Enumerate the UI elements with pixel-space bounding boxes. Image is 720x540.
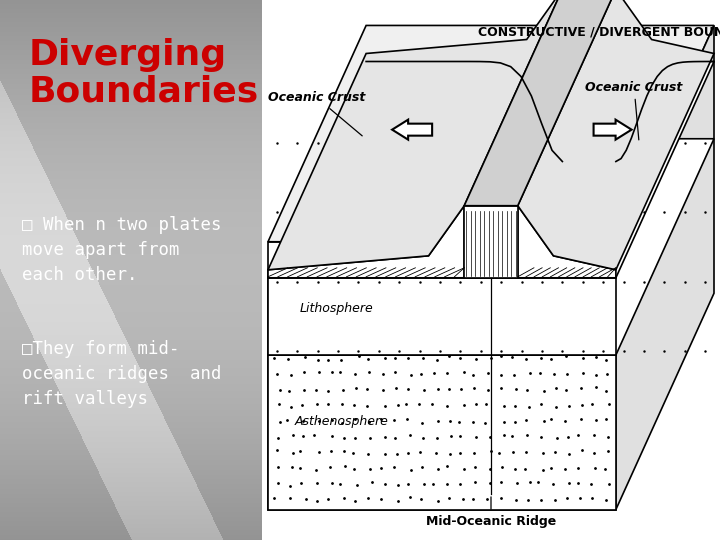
Text: Lithosphere: Lithosphere	[300, 302, 373, 315]
Text: Diverging
Boundaries: Diverging Boundaries	[29, 38, 259, 109]
Polygon shape	[268, 0, 562, 270]
Text: Asthenosphere: Asthenosphere	[294, 415, 389, 429]
Polygon shape	[268, 355, 616, 510]
Text: Oceanic Crust: Oceanic Crust	[268, 91, 365, 136]
Text: □ When n two plates
move apart from
each other.: □ When n two plates move apart from each…	[22, 216, 221, 284]
Polygon shape	[268, 25, 714, 242]
Text: Oceanic Crust: Oceanic Crust	[585, 81, 683, 140]
Polygon shape	[268, 278, 616, 355]
Text: CONSTRUCTIVE / DIVERGENT BOUNDARY: CONSTRUCTIVE / DIVERGENT BOUNDARY	[477, 25, 720, 38]
Polygon shape	[464, 206, 518, 278]
Polygon shape	[268, 206, 464, 278]
FancyArrow shape	[392, 120, 432, 140]
Polygon shape	[518, 0, 714, 270]
Polygon shape	[518, 206, 616, 278]
Polygon shape	[268, 62, 714, 278]
Text: Mid-Oceanic Ridge: Mid-Oceanic Ridge	[426, 497, 556, 528]
Polygon shape	[616, 25, 714, 510]
Polygon shape	[464, 0, 616, 206]
Polygon shape	[268, 242, 616, 510]
Bar	[262, 0, 720, 540]
Text: □They form mid-
oceanic ridges  and
rift valleys: □They form mid- oceanic ridges and rift …	[22, 340, 221, 408]
FancyArrow shape	[593, 120, 631, 140]
Polygon shape	[268, 139, 714, 355]
